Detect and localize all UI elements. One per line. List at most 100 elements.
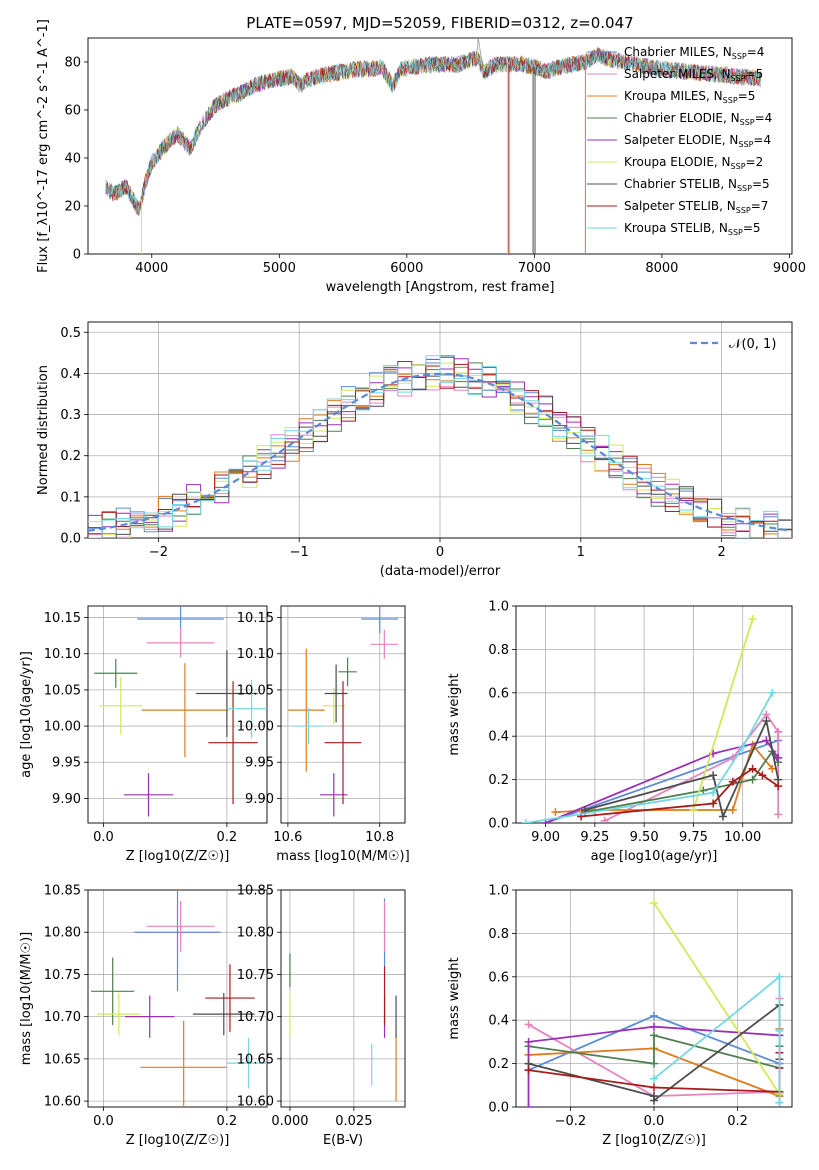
legend-entry: Salpeter STELIB, NSSP=7 [624,199,768,215]
age_vs_mass-plot [287,606,399,817]
spectrum-ylabel: Flux [f_λ10^-17 erg cm^-2 s^-1 A^-1] [36,19,51,273]
y-tick-label: 10.00 [237,720,274,735]
weight-marker [521,819,530,823]
x-tick-label: 10.6 [273,830,302,845]
mass_vs_EBV-xlabel: E(B-V) [323,1133,363,1148]
x-tick-label: 6000 [390,261,423,276]
weight-series-line [653,974,781,1103]
errorbar-point [208,681,258,805]
weight_vs_age-axes: 9.00 9.25 9.50 9.75 10.00 0.0 0.2 0.4 0.6 0.8 1.0 a… [447,600,793,864]
spectrum-legend: Chabrier MILES, NSSP=4 Salpeter MILES, NS… [587,45,772,237]
weight-series-line [580,767,779,818]
weight_vs_Z-ylabel: mass weight [447,957,462,1039]
y-tick-label: 0.2 [488,1057,509,1072]
y-tick-label: 0.0 [488,1101,509,1116]
x-tick-label: 10.8 [365,830,394,845]
weight-marker [748,615,757,624]
residuals-plot [88,355,792,538]
errorbar-point [141,663,229,758]
y-tick-label: 0.0 [488,817,509,832]
age_vs_Z-frame [87,605,268,824]
y-tick-label: 10.60 [44,1095,81,1110]
y-tick-label: 10.80 [44,926,81,941]
legend-entry: Chabrier ELODIE, NSSP=4 [624,111,772,127]
errorbar-point [99,676,143,735]
x-tick-label: 9.25 [580,830,609,845]
mass_vs_EBV-plot [289,898,397,1102]
y-tick-label: 80 [64,56,81,71]
age_vs_Z-xlabel: Z [log10(Z/Z☉)] [126,849,230,864]
y-tick-label: 10.70 [237,1010,274,1025]
weight-marker [728,805,737,814]
y-tick-label: 10.70 [44,1010,81,1025]
x-tick-label: 0.0 [93,830,114,845]
errorbar-point [125,995,175,1038]
errorbar-point [91,957,135,1026]
weight-marker [768,764,777,773]
y-tick-label: 0 [73,248,81,263]
y-tick-label: 10.85 [237,884,274,899]
errorbar-point [97,993,141,1036]
weight-marker [709,799,718,808]
y-tick-label: 9.95 [245,756,274,771]
y-tick-label: 10.05 [237,683,274,698]
spectrum-spike [475,38,484,72]
weight_vs_Z-xlabel: Z [log10(Z/Z☉)] [602,1133,706,1148]
y-tick-label: 10.85 [44,884,81,899]
weight-series-line [525,692,774,823]
x-tick-label: 7000 [518,261,551,276]
histogram-series [88,355,792,538]
weight-marker [551,808,560,817]
weight-marker [738,743,747,752]
legend-entry: Chabrier STELIB, NSSP=5 [624,177,770,193]
age_vs_mass-xlabel: mass [log10(M/M☉)] [276,849,409,864]
weight-marker [768,688,777,697]
gaussian-curve [88,372,790,532]
weight_vs_age-ylabel: mass weight [447,673,462,755]
errorbar-point [324,664,348,723]
y-tick-label: 0.4 [488,1014,509,1029]
errorbar-point [324,681,362,805]
x-tick-label: 10.00 [724,830,761,845]
x-tick-label: −1 [290,545,309,560]
errorbar-point [146,628,215,658]
spectrum-plot [105,38,762,254]
weight-marker [650,899,658,908]
residuals-frame [87,321,793,539]
histogram-series [88,362,792,538]
weight-marker [774,727,783,736]
x-tick-label: 0.0 [93,1114,114,1129]
y-tick-label: 10.10 [44,647,81,662]
errorbar-point [140,1020,227,1107]
errorbar-point [205,964,255,1032]
errorbar-point [123,773,174,817]
weight-marker [728,777,737,786]
age_vs_mass-frame [280,605,406,824]
mass_vs_EBV-axes: 0.000 0.025 10.60 10.65 10.70 10.75 10.80 10.85… [237,884,406,1148]
y-tick-label: 10.60 [237,1095,274,1110]
y-tick-label: 10.75 [44,968,81,983]
weight-marker [650,1096,658,1105]
x-tick-label: 0.2 [217,1114,238,1129]
weight-marker [774,810,783,819]
weight-marker [699,786,708,795]
errorbar-point [370,629,399,659]
y-tick-label: 10.80 [237,926,274,941]
age_vs_Z-ylabel: age [log10(age/yr)] [19,651,34,778]
weight_vs_age-plot [521,615,783,823]
weight-marker [719,812,727,821]
weight-marker [650,1059,658,1068]
errorbar-point [294,707,323,745]
legend-entry: Kroupa ELODIE, NSSP=2 [624,155,763,171]
y-tick-label: 10.65 [44,1052,81,1067]
x-tick-label: 0.000 [271,1114,308,1129]
errorbar-point [338,657,357,687]
x-tick-label: −0.2 [555,1114,587,1129]
y-tick-label: 0.8 [488,643,509,658]
y-tick-label: 0.4 [488,730,509,745]
weight-marker [762,717,771,726]
x-tick-label: 2 [717,545,725,560]
weight-marker [524,1037,533,1046]
weight-marker [748,775,757,784]
x-tick-label: −2 [149,545,168,560]
